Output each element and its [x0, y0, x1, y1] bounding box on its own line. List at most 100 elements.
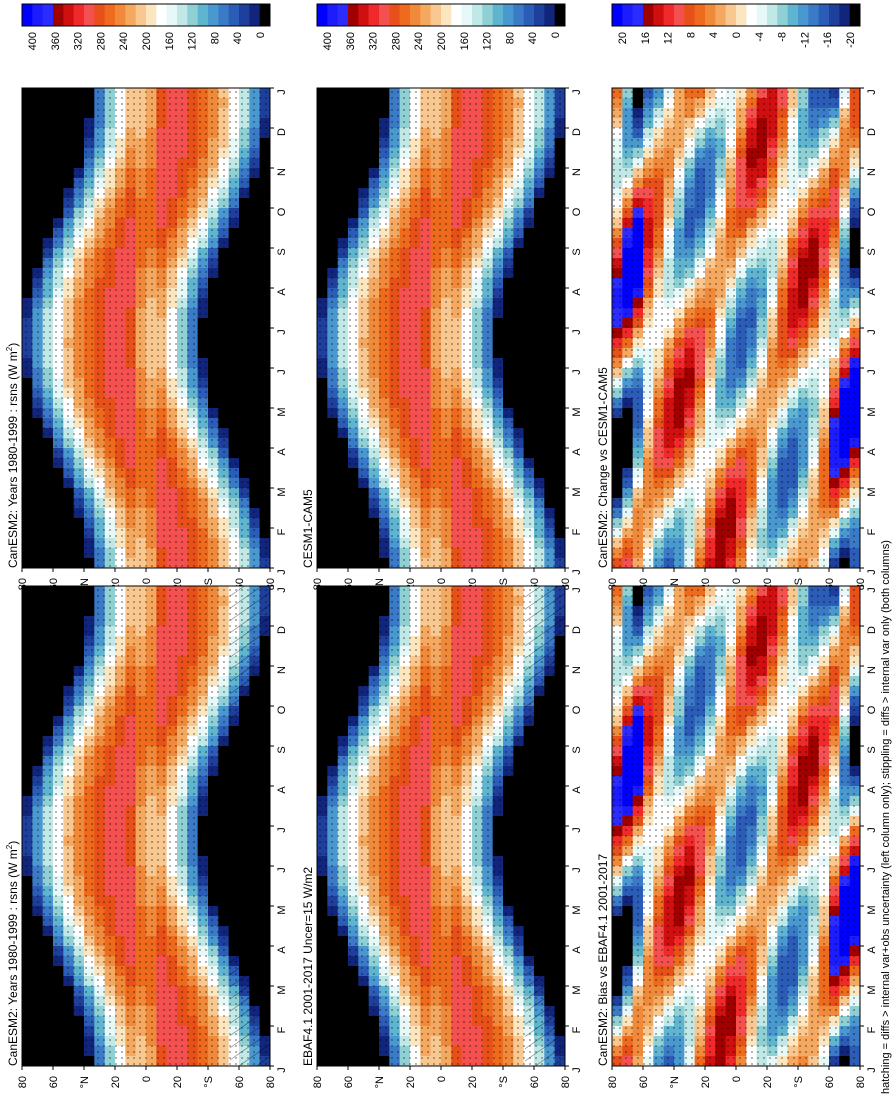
month-tick-label: S [276, 248, 288, 255]
panel-title: EBAF4.1 2001-2017 Uncer=15 W/m2 [301, 867, 315, 1066]
colorbar-swatch [523, 4, 535, 26]
colorbar-frame [316, 3, 566, 27]
month-tick-label: N [276, 666, 288, 674]
colorbar-abs: 400 360 320 280 240 200 160 120 80 40 0 [21, 3, 271, 50]
month-tick-label: A [276, 288, 288, 296]
colorbar-label: 280 [390, 32, 402, 50]
colorbar-label: 160 [164, 32, 176, 50]
colorbar-swatch [348, 4, 359, 26]
colorbar-swatch [472, 4, 483, 26]
colorbar-swatch [177, 4, 188, 26]
panel-title: CESM1-CAM5 [301, 489, 315, 568]
colorbar-swatch [503, 4, 514, 26]
colorbar-swatch [249, 4, 260, 26]
month-tick-label: J [276, 329, 288, 335]
lat-tick-label: 60 [48, 1076, 60, 1088]
lat-tick-label: °S [498, 578, 510, 590]
colorbar-label: 80 [504, 32, 516, 44]
colorbar-swatch [420, 4, 431, 26]
colorbar-label: 40 [232, 32, 244, 44]
colorbar-swatch [513, 4, 524, 26]
month-tick-label: J [276, 569, 288, 575]
month-tick-label: N [276, 168, 288, 176]
colorbar-swatch [544, 4, 555, 26]
colorbar-swatch [410, 4, 421, 26]
month-tick-label: M [276, 905, 288, 914]
colorbar-label: 0 [255, 32, 267, 38]
month-tick-label: J [571, 369, 583, 375]
colorbar-swatch [166, 4, 178, 26]
colorbar-swatch [461, 4, 473, 26]
month-tick-label: D [571, 626, 583, 634]
colorbar-swatch [73, 4, 85, 26]
colorbar-swatch [187, 4, 198, 26]
month-tick-label: A [571, 448, 583, 456]
month-tick-label: A [571, 786, 583, 794]
lat-tick-label: 20 [405, 1076, 417, 1088]
colorbar-swatch [327, 4, 338, 26]
colorbar-swatch [218, 4, 229, 26]
colorbar-swatch [451, 4, 462, 26]
lat-tick-label: °S [203, 578, 215, 590]
colorbar-swatch [368, 4, 380, 26]
colorbar-swatch [492, 4, 504, 26]
colorbar-swatch [208, 4, 219, 26]
colorbar-swatch [135, 4, 147, 26]
lat-tick-label: °S [498, 1076, 510, 1088]
colorbar-label: 240 [118, 32, 130, 50]
lat-tick-label: 60 [234, 1076, 246, 1088]
colorbar-swatch [482, 4, 493, 26]
month-tick-label: J [571, 587, 583, 593]
month-tick-label: A [276, 946, 288, 954]
month-tick-label: D [276, 626, 288, 634]
colorbar-label: 120 [482, 32, 494, 50]
month-tick-label: F [571, 528, 583, 535]
colorbar-swatch [197, 4, 209, 26]
month-tick-label: M [571, 407, 583, 416]
month-tick-label: J [571, 569, 583, 575]
colorbar-label: 320 [73, 32, 85, 50]
month-tick-label: A [571, 946, 583, 954]
colorbar-swatch [146, 4, 157, 26]
panel-title: CanESM2: Years 1980-1999 : rsns (W m2) [5, 841, 20, 1066]
month-tick-label: O [571, 705, 583, 714]
colorbar-swatch [22, 4, 33, 26]
colorbar-swatch [337, 4, 349, 26]
colorbar-label: 160 [459, 32, 471, 50]
month-tick-label: J [571, 89, 583, 95]
colorbar-label: 80 [209, 32, 221, 44]
colorbar-swatch [399, 4, 411, 26]
month-tick-label: A [276, 786, 288, 794]
colorbar-swatch [430, 4, 442, 26]
lat-tick-label: 20 [110, 1076, 122, 1088]
month-tick-label: F [276, 1026, 288, 1033]
month-tick-label: M [276, 407, 288, 416]
lat-tick-label: °N [79, 1076, 91, 1088]
colorbar-frame [21, 3, 271, 27]
month-tick-label: S [571, 746, 583, 753]
month-tick-label: F [276, 528, 288, 535]
month-tick-label: J [276, 867, 288, 873]
colorbar-label: 360 [345, 32, 357, 50]
month-tick-label: F [571, 1026, 583, 1033]
colorbar-label: 200 [436, 32, 448, 50]
month-tick-label: J [276, 369, 288, 375]
month-tick-label: A [571, 288, 583, 296]
lat-tick-label: 60 [343, 1076, 355, 1088]
colorbar-swatch [389, 4, 400, 26]
colorbar-swatch [554, 4, 566, 26]
month-tick-label: M [276, 985, 288, 994]
month-tick-label: J [571, 827, 583, 833]
colorbar-swatch [94, 4, 105, 26]
month-tick-label: O [571, 207, 583, 216]
lat-tick-label: °N [374, 1076, 386, 1088]
colorbar-label: 400 [322, 32, 334, 50]
colorbar-swatch [42, 4, 54, 26]
lat-tick-label: 60 [529, 1076, 541, 1088]
lat-tick-label: 0 [436, 578, 448, 584]
lat-tick-label: 20 [172, 1076, 184, 1088]
